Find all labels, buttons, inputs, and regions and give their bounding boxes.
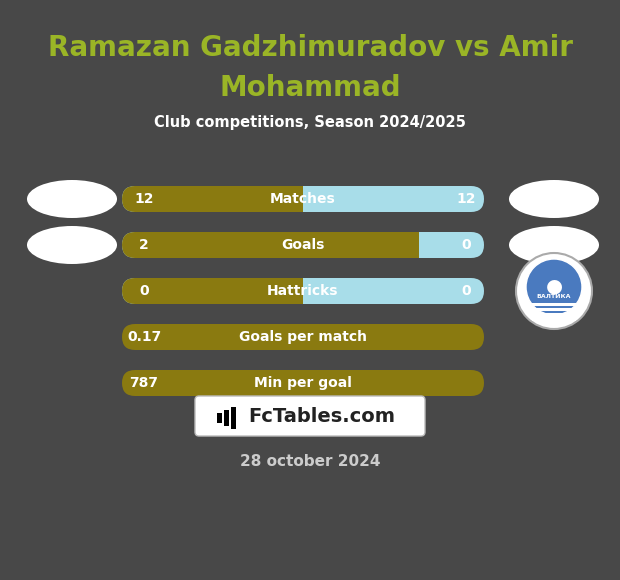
Text: 0.17: 0.17 <box>127 330 161 344</box>
Text: 28 october 2024: 28 october 2024 <box>240 455 380 469</box>
FancyBboxPatch shape <box>122 370 484 396</box>
FancyBboxPatch shape <box>195 396 425 436</box>
Text: Mohammad: Mohammad <box>219 74 401 102</box>
Bar <box>532 308 576 311</box>
Bar <box>532 303 576 306</box>
Ellipse shape <box>27 226 117 264</box>
FancyBboxPatch shape <box>122 278 303 304</box>
Text: Min per goal: Min per goal <box>254 376 352 390</box>
Text: БАЛТИКА: БАЛТИКА <box>537 295 571 299</box>
Text: Hattricks: Hattricks <box>267 284 339 298</box>
Text: 0: 0 <box>461 238 471 252</box>
Text: Club competitions, Season 2024/2025: Club competitions, Season 2024/2025 <box>154 114 466 129</box>
Text: 0: 0 <box>461 284 471 298</box>
Text: Matches: Matches <box>270 192 336 206</box>
FancyBboxPatch shape <box>122 186 303 212</box>
Text: FcTables.com: FcTables.com <box>249 407 396 426</box>
FancyBboxPatch shape <box>122 186 484 212</box>
Text: Ramazan Gadzhimuradov vs Amir: Ramazan Gadzhimuradov vs Amir <box>48 34 572 62</box>
Bar <box>290 186 303 212</box>
Ellipse shape <box>27 180 117 218</box>
Text: 12: 12 <box>456 192 476 206</box>
Bar <box>224 410 229 426</box>
Bar <box>217 413 222 423</box>
Bar <box>406 232 419 258</box>
Circle shape <box>516 253 592 329</box>
Ellipse shape <box>509 226 599 264</box>
FancyBboxPatch shape <box>122 278 484 304</box>
FancyBboxPatch shape <box>122 232 419 258</box>
Text: Goals per match: Goals per match <box>239 330 367 344</box>
FancyBboxPatch shape <box>122 324 484 350</box>
Ellipse shape <box>509 180 599 218</box>
Text: 0: 0 <box>139 284 149 298</box>
Bar <box>532 313 576 316</box>
Text: 2: 2 <box>139 238 149 252</box>
Bar <box>231 407 236 429</box>
Text: 787: 787 <box>130 376 159 390</box>
Bar <box>290 278 303 304</box>
FancyBboxPatch shape <box>122 232 484 258</box>
Text: 12: 12 <box>135 192 154 206</box>
Bar <box>532 318 576 321</box>
Text: Goals: Goals <box>281 238 325 252</box>
Text: ●: ● <box>546 277 562 295</box>
Circle shape <box>526 259 582 315</box>
